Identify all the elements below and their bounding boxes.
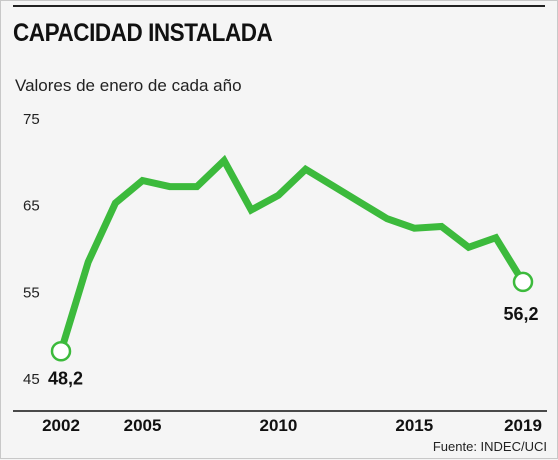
- y-tick-label: 55: [23, 284, 40, 301]
- chart-title: CAPACIDAD INSTALADA: [13, 19, 273, 47]
- x-tick-label: 2019: [504, 416, 542, 435]
- series-line: [57, 154, 526, 353]
- data-label: 48,2: [48, 368, 83, 388]
- y-tick-label: 65: [23, 198, 40, 215]
- source-note: Fuente: INDEC/UCI: [432, 439, 547, 454]
- chart-subtitle: Valores de enero de cada año: [15, 76, 242, 95]
- title-rule: [13, 5, 545, 7]
- endpoint-marker: [512, 271, 534, 293]
- data-label: 56,2: [503, 304, 538, 324]
- y-tick-label: 45: [23, 371, 40, 388]
- x-tick-label: 2010: [259, 416, 297, 435]
- x-tick-label: 2015: [395, 416, 433, 435]
- x-tick-label: 2005: [124, 416, 162, 435]
- endpoint-marker: [50, 341, 72, 362]
- x-tick-label: 2002: [42, 416, 80, 435]
- y-tick-label: 75: [23, 111, 40, 128]
